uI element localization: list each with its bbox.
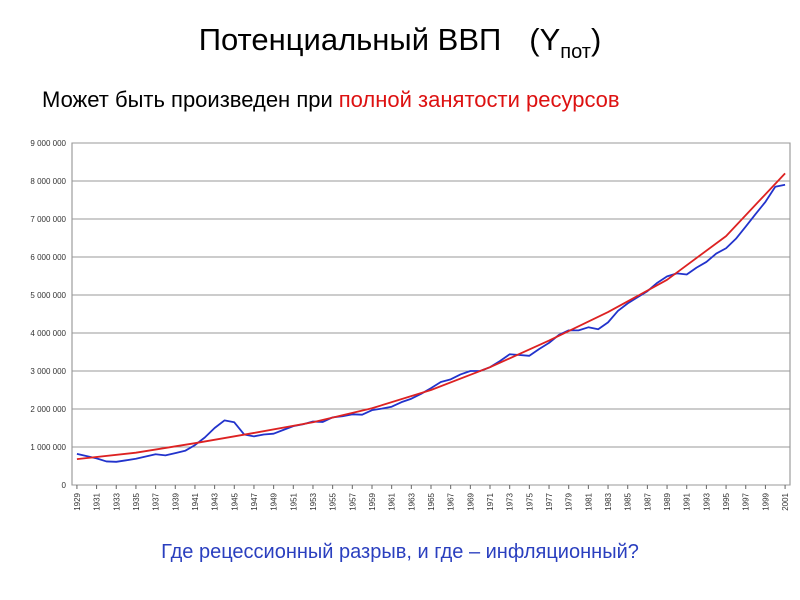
data-line: [76, 172, 786, 461]
x-tick-label: 1951: [289, 492, 298, 510]
x-tick-label: 1953: [309, 492, 318, 510]
x-tick-label: 1943: [211, 492, 220, 510]
x-tick-label: 1987: [643, 492, 652, 510]
x-tick-label: 1937: [152, 492, 161, 510]
title-text: Потенциальный ВВП: [199, 22, 502, 57]
title-subscript: пот: [560, 41, 591, 63]
y-tick-label: 0: [62, 481, 67, 490]
subtitle-plain: Может быть произведен при: [42, 87, 333, 112]
plot-frame: [71, 142, 791, 486]
x-tick-label: 1955: [329, 492, 338, 510]
x-tick-label: 1931: [93, 492, 102, 510]
question: Где рецессионный разрыв, и где – инфляци…: [161, 541, 639, 563]
y-tick-label: 5 000 000: [30, 291, 66, 300]
x-tick-label: 1959: [368, 492, 377, 510]
x-tick-label: 1999: [761, 492, 770, 510]
y-tick-label: 8 000 000: [30, 177, 66, 186]
y-tick-label: 2 000 000: [30, 405, 66, 414]
x-tick-label: 2001: [781, 492, 790, 510]
y-tick-label: 3 000 000: [30, 367, 66, 376]
x-tick-label: 1963: [407, 492, 416, 510]
x-tick-label: 1971: [486, 492, 495, 510]
x-tick-label: 1975: [525, 492, 534, 510]
x-tick-label: 1939: [171, 492, 180, 510]
x-tick-label: 1979: [565, 492, 574, 510]
x-tick-label: 1995: [722, 492, 731, 510]
x-tick-label: 1933: [112, 492, 121, 510]
title-close: ): [591, 22, 601, 57]
data-line: [76, 183, 786, 463]
y-tick-label: 4 000 000: [30, 329, 66, 338]
x-tick-label: 1967: [447, 492, 456, 510]
subtitle-highlight: полной занятости ресурсов: [339, 87, 620, 112]
x-tick-label: 1935: [132, 492, 141, 510]
x-tick-label: 1941: [191, 492, 200, 510]
x-tick-label: 1977: [545, 492, 554, 510]
x-tick-label: 1947: [250, 492, 259, 510]
x-tick-label: 1969: [466, 492, 475, 510]
x-tick-label: 1957: [348, 492, 357, 510]
x-tick-label: 1961: [388, 492, 397, 510]
x-tick-label: 1985: [624, 492, 633, 510]
x-tick-label: 1981: [584, 492, 593, 510]
x-tick-label: 1973: [506, 492, 515, 510]
x-tick-label: 1997: [742, 492, 751, 510]
x-tick-label: 1949: [270, 492, 279, 510]
x-tick-label: 1989: [663, 492, 672, 510]
x-tick-label: 1983: [604, 492, 613, 510]
x-tick-label: 1991: [683, 492, 692, 510]
x-tick-label: 1965: [427, 492, 436, 510]
y-tick-label: 1 000 000: [30, 443, 66, 452]
y-tick-label: 7 000 000: [30, 215, 66, 224]
x-tick-label: 1929: [73, 492, 82, 510]
subtitle: Может быть произведен при полной занятост…: [42, 87, 620, 112]
slide-title: Потенциальный ВВП (Yпот): [199, 22, 602, 63]
x-tick-label: 1945: [230, 492, 239, 510]
title-symbol: (Y: [529, 22, 560, 57]
y-tick-label: 9 000 000: [30, 139, 66, 148]
y-tick-label: 6 000 000: [30, 253, 66, 262]
x-tick-label: 1993: [702, 492, 711, 510]
